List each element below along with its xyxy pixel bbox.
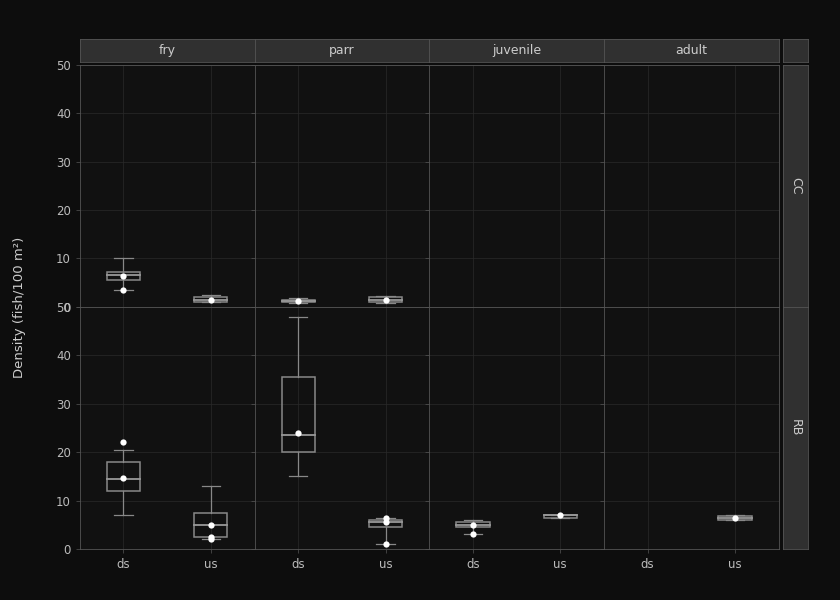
Bar (194, 512, 228, 537)
Text: juvenile: juvenile (492, 44, 541, 57)
Bar (369, 520, 402, 527)
Bar (107, 272, 140, 280)
Bar (456, 523, 490, 527)
Bar (281, 299, 315, 302)
Bar (718, 516, 752, 520)
Bar (369, 297, 402, 302)
Bar (107, 462, 140, 491)
Text: Density (fish/100 m²): Density (fish/100 m²) (13, 236, 26, 377)
Bar (543, 515, 577, 518)
Text: adult: adult (675, 44, 707, 57)
Bar (194, 297, 228, 302)
Text: RB: RB (789, 419, 802, 437)
Bar (281, 377, 315, 452)
Text: parr: parr (329, 44, 354, 57)
Text: fry: fry (159, 44, 176, 57)
Text: CC: CC (789, 177, 802, 194)
